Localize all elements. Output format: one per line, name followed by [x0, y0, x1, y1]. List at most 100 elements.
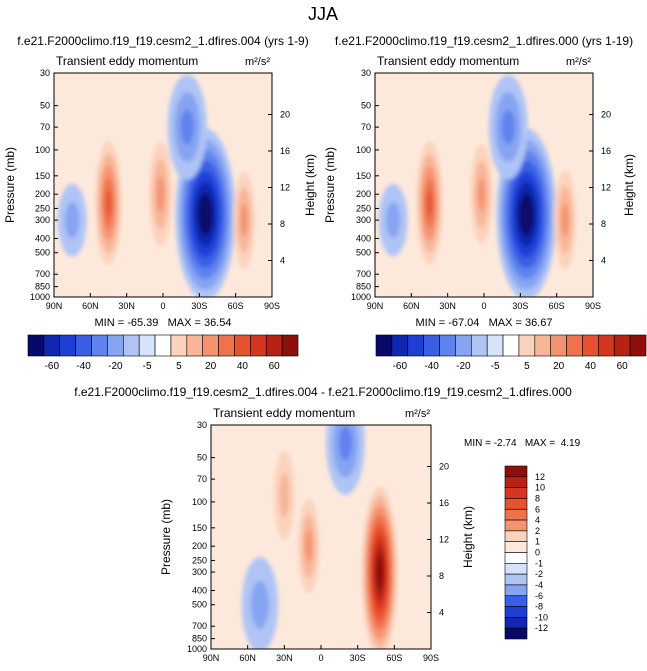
panel-1-x-ticks: 90N 60N 30N 0 30S 60S 90S — [46, 293, 280, 311]
y-tick-label: 500 — [35, 248, 50, 258]
panel-3-y2-ticks: 20 16 12 8 4 — [427, 461, 449, 617]
y-tick-label: 150 — [356, 171, 371, 181]
y-tick-label: 300 — [35, 215, 50, 225]
panel-2-subtitle: Transient eddy momentum — [377, 54, 519, 68]
y-tick-label: 30 — [197, 420, 207, 430]
y-tick-label: 70 — [40, 122, 50, 132]
y-tick-label: 400 — [35, 233, 50, 243]
colorbar-box — [455, 334, 472, 357]
panel-1-feature-0-level-7 — [201, 203, 210, 226]
y2-tick-label: 16 — [601, 146, 611, 156]
colorbar-label: 60 — [617, 361, 629, 372]
colorbar-label: 10 — [535, 483, 545, 493]
y2-tick-label: 4 — [601, 255, 606, 265]
colorbar-box — [423, 334, 440, 357]
x-tick-label: 90S — [423, 653, 439, 663]
panel-3-feature-0-level-8 — [377, 562, 382, 582]
colorbar-box — [504, 530, 528, 542]
panel-1-feature-1-level-2 — [180, 109, 194, 145]
colorbar-box — [504, 563, 528, 575]
colorbar-label: 40 — [237, 361, 249, 372]
y-tick-label: 850 — [192, 634, 207, 644]
panel-3-feature-2-level-2 — [338, 426, 352, 461]
y-tick-label: 250 — [192, 555, 207, 565]
y2-tick-label: 12 — [601, 182, 611, 192]
x-tick-label: 60N — [82, 301, 99, 311]
x-tick-label: 30S — [191, 301, 207, 311]
panel-1-colorbar: -60 -40 -20 -5 5 20 40 60 — [27, 334, 299, 372]
colorbar-label: -2 — [535, 569, 543, 579]
panel-2-title: f.e21.F2000climo.f19_f19.cesm2_1.dfires.… — [335, 34, 633, 48]
y-tick-label: 30 — [40, 68, 50, 78]
y-tick-label: 50 — [361, 101, 371, 111]
panel-3-stats: MIN = -2.74 MAX = 4.19 — [464, 438, 581, 449]
colorbar-label: -60 — [393, 361, 408, 372]
colorbar-label: 40 — [585, 361, 597, 372]
colorbar-box — [218, 334, 235, 357]
colorbar-box — [582, 334, 599, 357]
colorbar-box — [59, 334, 76, 357]
colorbar-box — [75, 334, 92, 357]
colorbar-label: 5 — [176, 361, 182, 372]
y-tick-label: 30 — [361, 68, 371, 78]
panel-3-feature-4-level-1 — [279, 472, 290, 518]
x-tick-label: 60S — [549, 301, 565, 311]
panel-3: f.e21.F2000climo.f19_f19.cesm2_1.dfires.… — [74, 385, 580, 663]
y-tick-label: 300 — [356, 215, 371, 225]
panel-2-feature-4-level-2 — [561, 203, 569, 237]
colorbar-label: 1 — [535, 537, 540, 547]
colorbar-label: -10 — [535, 612, 548, 622]
panel-1-feature-3-level-2 — [156, 176, 165, 212]
colorbar-box — [504, 617, 528, 629]
colorbar-label: -4 — [535, 580, 543, 590]
panel-1-feature-2-level-4 — [105, 190, 112, 216]
panel-2-x-ticks: 90N 60N 30N 0 30S 60S 90S — [367, 293, 601, 311]
colorbar-box — [186, 334, 204, 357]
x-tick-label: 90S — [264, 301, 280, 311]
colorbar-box — [43, 334, 61, 357]
y-tick-label: 1000 — [30, 292, 50, 302]
colorbar-label: 20 — [553, 361, 565, 372]
page-title: JJA — [308, 4, 338, 24]
colorbar-box — [566, 334, 583, 357]
colorbar-box — [504, 627, 528, 640]
y-tick-label: 200 — [356, 189, 371, 199]
colorbar-box — [504, 498, 528, 510]
colorbar-box — [518, 334, 536, 357]
x-tick-label: 90N — [367, 301, 384, 311]
colorbar-box — [250, 334, 267, 357]
y-tick-label: 50 — [40, 101, 50, 111]
panel-3-feature-3-level-1 — [250, 580, 269, 629]
x-tick-label: 0 — [318, 653, 323, 663]
colorbar-box — [470, 334, 488, 357]
y2-tick-label: 8 — [439, 571, 444, 581]
panel-3-subtitle: Transient eddy momentum — [213, 406, 355, 420]
y-tick-label: 150 — [35, 171, 50, 181]
panel-2-feature-1-level-2 — [501, 109, 515, 145]
x-tick-label: 90N — [203, 653, 220, 663]
colorbar-box — [375, 334, 393, 357]
panel-1-title: f.e21.F2000climo.f19_f19.cesm2_1.dfires.… — [17, 34, 308, 48]
colorbar-box — [281, 334, 299, 357]
colorbar-box — [91, 334, 108, 357]
y-tick-label: 250 — [356, 203, 371, 213]
y-tick-label: 150 — [192, 523, 207, 533]
colorbar-label: 6 — [535, 504, 540, 514]
x-tick-label: 0 — [160, 301, 165, 311]
y2-tick-label: 20 — [439, 461, 449, 471]
panel-3-y2label: Height (km) — [461, 506, 475, 568]
panel-3-title: f.e21.F2000climo.f19_f19.cesm2_1.dfires.… — [74, 385, 572, 399]
panel-3-field — [241, 425, 398, 649]
x-tick-label: 60N — [239, 653, 256, 663]
panel-3-ylabel: Pressure (mb) — [159, 499, 173, 575]
panel-1-feature-5-level-1 — [64, 201, 80, 239]
colorbar-box — [504, 552, 528, 564]
y2-tick-label: 16 — [439, 498, 449, 508]
y-tick-label: 300 — [192, 567, 207, 577]
panel-2-y2label: Height (km) — [622, 154, 636, 216]
colorbar-label: -1 — [535, 558, 543, 568]
panel-2-colorbar: -60 -40 -20 -5 5 20 40 60 — [375, 334, 647, 372]
panel-2-units: m²/s² — [566, 56, 591, 68]
y2-tick-label: 12 — [280, 182, 290, 192]
